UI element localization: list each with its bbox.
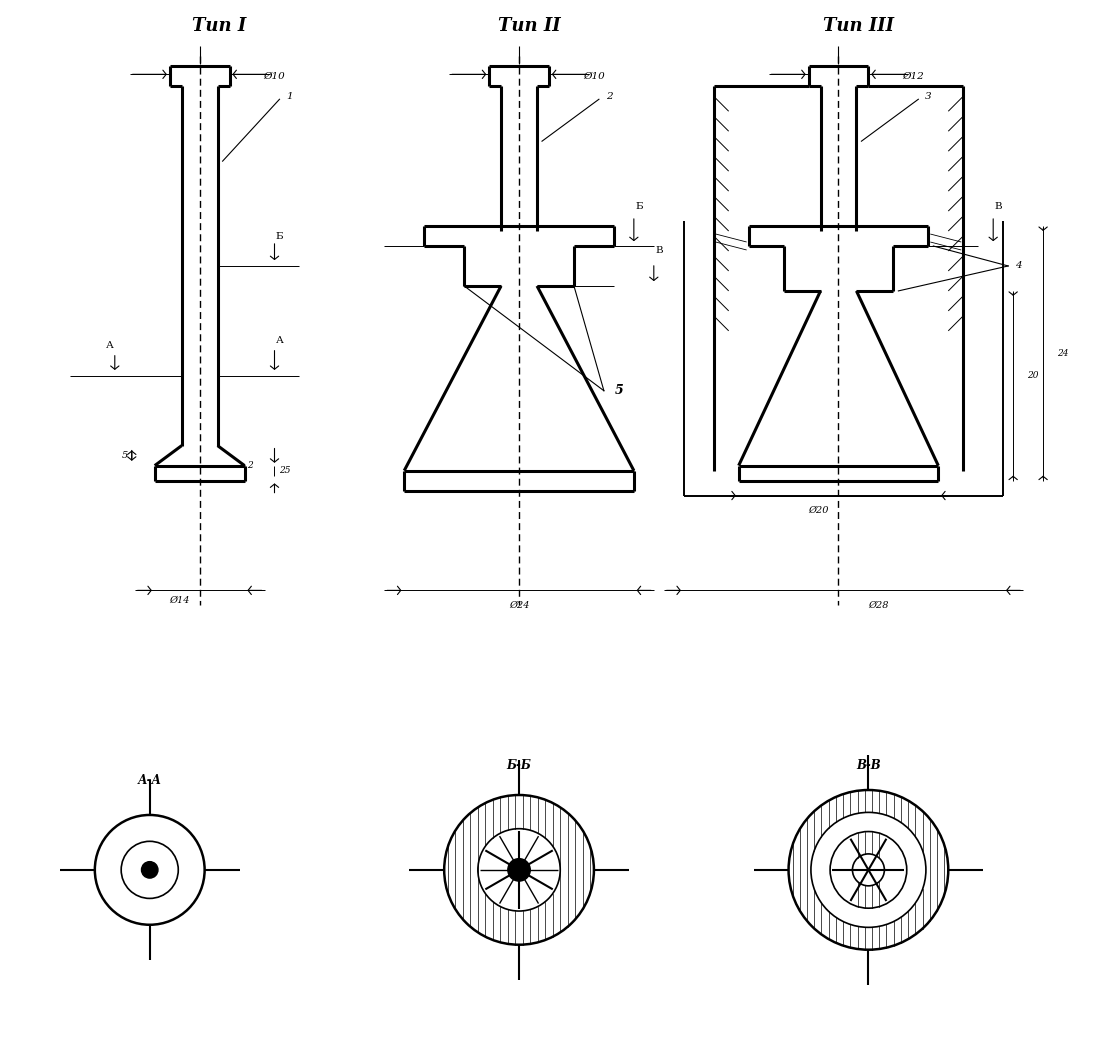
Text: Тип I: Тип I bbox=[192, 18, 247, 35]
Text: 2: 2 bbox=[247, 461, 253, 471]
Text: 5: 5 bbox=[615, 384, 624, 398]
Text: 4: 4 bbox=[1015, 261, 1021, 271]
Text: 1: 1 bbox=[287, 92, 293, 101]
Text: Ø10: Ø10 bbox=[264, 72, 285, 81]
Text: Тип III: Тип III bbox=[822, 18, 894, 35]
Text: А: А bbox=[276, 336, 283, 346]
Text: Б: Б bbox=[635, 202, 642, 210]
Text: А-А: А-А bbox=[137, 773, 161, 787]
Text: А: А bbox=[105, 341, 114, 351]
Text: 24: 24 bbox=[1057, 349, 1068, 358]
Text: 20: 20 bbox=[1028, 372, 1039, 380]
Text: В: В bbox=[656, 247, 662, 255]
Text: Б-Б: Б-Б bbox=[506, 759, 531, 771]
Text: 2: 2 bbox=[606, 92, 613, 101]
Text: Ø12: Ø12 bbox=[903, 72, 925, 81]
Circle shape bbox=[507, 859, 530, 881]
Text: Ø24: Ø24 bbox=[508, 601, 529, 610]
Text: Ø20: Ø20 bbox=[808, 506, 829, 515]
Text: 3: 3 bbox=[925, 92, 931, 101]
Text: Ø10: Ø10 bbox=[583, 72, 605, 81]
Text: В: В bbox=[995, 202, 1002, 210]
Text: Б: Б bbox=[276, 231, 283, 240]
Text: Тип II: Тип II bbox=[497, 18, 560, 35]
Text: В-В: В-В bbox=[856, 759, 881, 771]
Text: Ø14: Ø14 bbox=[169, 595, 190, 605]
Circle shape bbox=[142, 862, 158, 879]
Text: 25: 25 bbox=[279, 466, 290, 475]
Text: 5: 5 bbox=[122, 451, 127, 460]
Text: Ø28: Ø28 bbox=[869, 601, 888, 610]
